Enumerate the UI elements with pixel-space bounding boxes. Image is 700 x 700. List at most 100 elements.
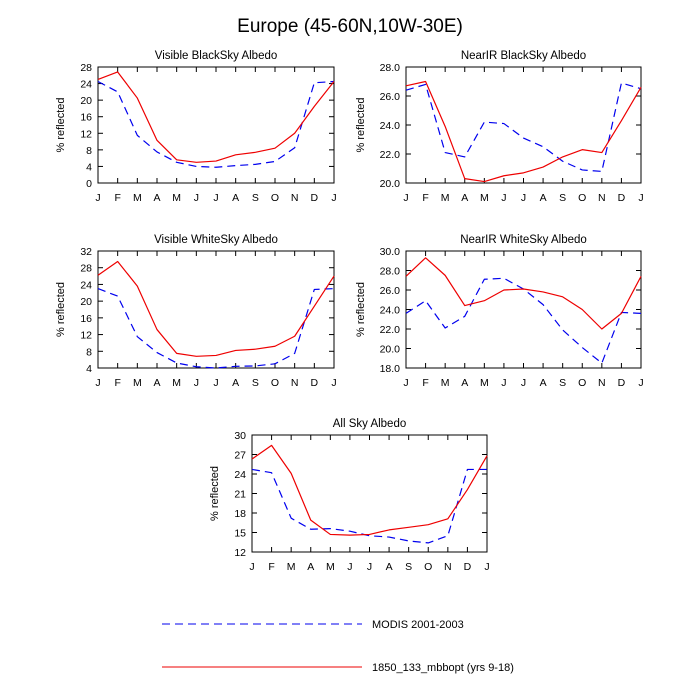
panel-title: Visible BlackSky Albedo — [155, 50, 278, 62]
x-tick-label: S — [252, 192, 259, 204]
x-tick-label: M — [480, 192, 489, 204]
panel-title: NearIR WhiteSky Albedo — [460, 234, 587, 246]
series-line-modis — [97, 288, 335, 369]
x-tick-label: J — [521, 377, 526, 389]
x-tick-label: N — [444, 561, 452, 573]
y-axis-label: % reflected — [55, 97, 67, 152]
panel-title: NearIR BlackSky Albedo — [461, 50, 586, 62]
x-tick-label: A — [461, 192, 468, 204]
y-tick-label: 26.0 — [380, 91, 401, 103]
x-tick-label: O — [271, 377, 279, 389]
x-tick-label: M — [133, 192, 142, 204]
x-tick-label: J — [95, 192, 100, 204]
x-tick-label: S — [559, 377, 566, 389]
x-tick-label: N — [291, 377, 299, 389]
x-tick-label: S — [405, 561, 412, 573]
series-line-model — [251, 444, 488, 536]
x-tick-label: O — [271, 192, 279, 204]
x-tick-label: J — [501, 192, 506, 204]
plot-frame — [97, 250, 335, 369]
panel-title: Visible WhiteSky Albedo — [154, 234, 278, 246]
x-tick-label: A — [386, 561, 393, 573]
x-tick-label: J — [249, 561, 254, 573]
x-tick-label: F — [114, 377, 120, 389]
x-tick-label: S — [252, 377, 259, 389]
x-tick-label: D — [311, 192, 319, 204]
x-tick-label: M — [441, 192, 450, 204]
x-tick-label: D — [464, 561, 472, 573]
y-tick-label: 12 — [234, 547, 246, 559]
y-tick-label: 24.0 — [380, 305, 401, 317]
y-axis-label: % reflected — [355, 97, 367, 152]
figure-title: Europe (45-60N,10W-30E) — [237, 16, 463, 37]
x-tick-label: J — [521, 192, 526, 204]
y-tick-label: 16 — [80, 313, 92, 325]
x-tick-label: J — [331, 377, 336, 389]
y-tick-label: 8 — [86, 145, 92, 157]
x-tick-label: O — [578, 377, 586, 389]
x-tick-label: J — [331, 192, 336, 204]
y-tick-label: 22.0 — [380, 324, 401, 336]
y-tick-label: 28.0 — [380, 62, 401, 74]
x-tick-label: M — [287, 561, 296, 573]
x-tick-label: J — [213, 192, 218, 204]
y-axis-label: % reflected — [209, 466, 221, 521]
x-tick-label: J — [213, 377, 218, 389]
y-tick-label: 28 — [80, 62, 92, 74]
y-tick-label: 18.0 — [380, 363, 401, 375]
x-tick-label: D — [311, 377, 319, 389]
plot-frame — [405, 250, 642, 369]
y-tick-label: 12 — [80, 330, 92, 342]
x-tick-label: F — [422, 192, 428, 204]
y-tick-label: 4 — [86, 363, 92, 375]
x-tick-label: S — [559, 192, 566, 204]
x-tick-label: N — [291, 192, 299, 204]
x-tick-label: J — [347, 561, 352, 573]
x-tick-label: M — [326, 561, 335, 573]
x-tick-label: J — [403, 377, 408, 389]
y-tick-label: 26.0 — [380, 285, 401, 297]
y-tick-label: 16 — [80, 112, 92, 124]
x-tick-label: F — [422, 377, 428, 389]
series-line-model — [405, 257, 642, 330]
y-tick-label: 12 — [80, 128, 92, 140]
x-tick-label: A — [461, 377, 468, 389]
y-tick-label: 4 — [86, 161, 92, 173]
y-tick-label: 22.0 — [380, 149, 401, 161]
x-tick-label: O — [578, 192, 586, 204]
x-tick-label: J — [95, 377, 100, 389]
x-tick-label: A — [153, 192, 160, 204]
y-tick-label: 21 — [234, 489, 246, 501]
x-tick-label: J — [194, 192, 199, 204]
y-tick-label: 20 — [80, 296, 92, 308]
x-tick-label: J — [638, 377, 643, 389]
y-tick-label: 24.0 — [380, 120, 401, 132]
y-tick-label: 24 — [80, 79, 92, 91]
series-line-model — [97, 71, 335, 163]
y-tick-label: 20.0 — [380, 344, 401, 356]
legend-label-modis: MODIS 2001-2003 — [372, 619, 464, 631]
series-line-modis — [405, 277, 642, 364]
x-tick-label: A — [232, 377, 239, 389]
x-tick-label: J — [484, 561, 489, 573]
x-tick-label: M — [172, 377, 181, 389]
y-axis-label: % reflected — [55, 282, 67, 337]
x-tick-label: A — [540, 192, 547, 204]
x-tick-label: M — [480, 377, 489, 389]
x-tick-label: O — [424, 561, 432, 573]
x-tick-label: D — [618, 377, 626, 389]
x-tick-label: J — [403, 192, 408, 204]
x-tick-label: J — [194, 377, 199, 389]
y-tick-label: 24 — [80, 279, 92, 291]
y-tick-label: 8 — [86, 346, 92, 358]
x-tick-label: M — [133, 377, 142, 389]
y-tick-label: 24 — [234, 469, 246, 481]
x-tick-label: N — [598, 377, 606, 389]
